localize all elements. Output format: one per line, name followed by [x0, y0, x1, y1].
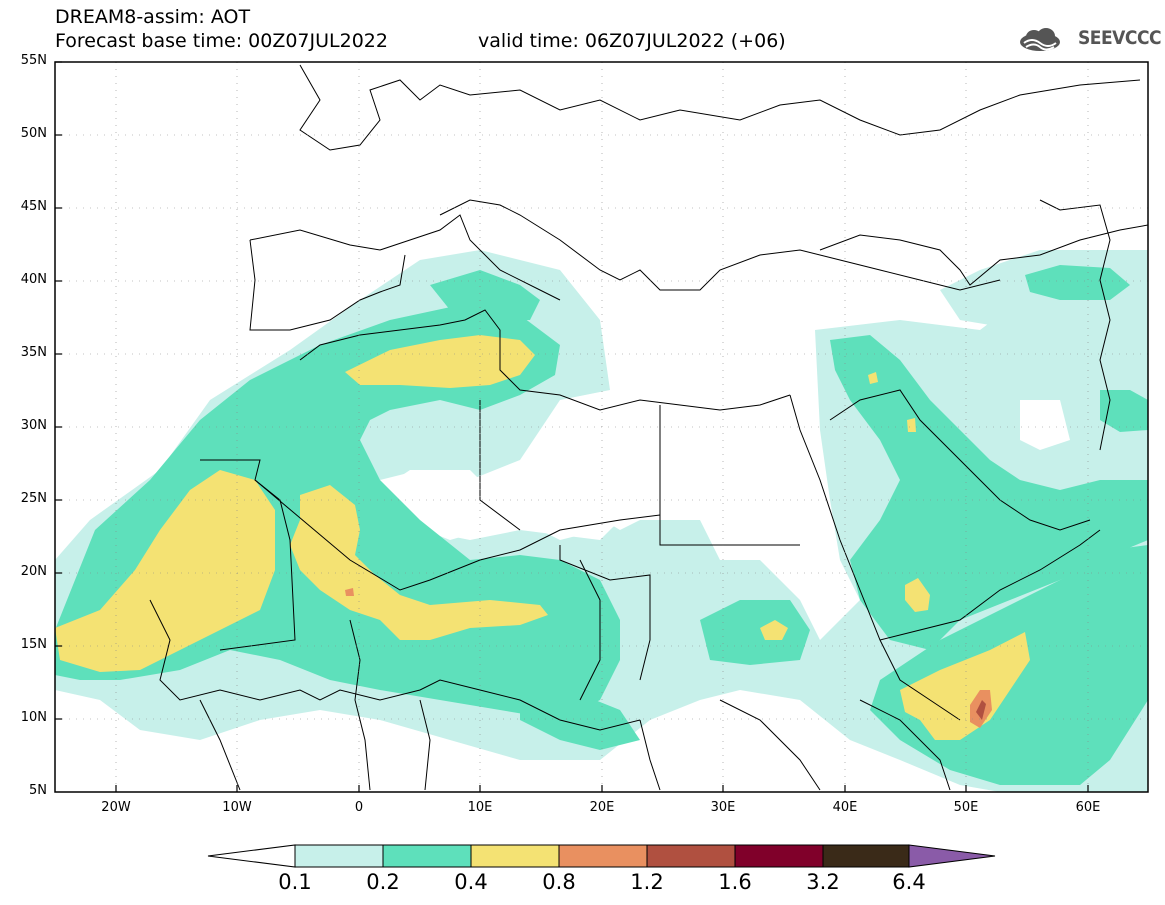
lat-label-35n: 35N [20, 345, 47, 360]
lon-label-10e: 10E [467, 800, 493, 815]
colorbar-label-0-8: 0.8 [542, 870, 576, 894]
lon-label-10w: 10W [222, 800, 252, 815]
title-line-3: valid time: 06Z07JUL2022 (+06) [478, 30, 786, 52]
title-line-1: DREAM8-assim: AOT [55, 6, 251, 28]
colorbar-label-0-4: 0.4 [454, 870, 488, 894]
colorbar-cell-3 [470, 844, 560, 868]
lat-label-40n: 40N [20, 272, 47, 287]
lon-label-30e: 30E [710, 800, 736, 815]
colorbar-label-0-1: 0.1 [278, 870, 312, 894]
lat-label-15n: 15N [20, 637, 47, 652]
colorbar-label-3-2: 3.2 [806, 870, 840, 894]
colorbar [207, 844, 996, 868]
lon-label-50e: 50E [953, 800, 979, 815]
colorbar-cell-6 [734, 844, 824, 868]
lat-label-5n: 5N [29, 783, 47, 798]
lon-label-20w: 20W [101, 800, 131, 815]
lon-label-0: 0 [354, 800, 364, 815]
colorbar-cell-7 [822, 844, 910, 868]
colorbar-cell-1 [294, 844, 384, 868]
colorbar-label-1-2: 1.2 [630, 870, 664, 894]
lat-label-25n: 25N [20, 491, 47, 506]
colorbar-cell-under [207, 844, 296, 868]
lat-label-50n: 50N [20, 126, 47, 141]
colorbar-label-0-2: 0.2 [366, 870, 400, 894]
colorbar-cell-2 [382, 844, 472, 868]
lat-label-20n: 20N [20, 564, 47, 579]
colorbar-label-1-6: 1.6 [718, 870, 752, 894]
aot-shading [55, 62, 1148, 792]
title-line-2: Forecast base time: 00Z07JUL2022 [55, 30, 388, 52]
lat-label-55n: 55N [20, 53, 47, 68]
axis-ticks [55, 61, 1089, 792]
lat-label-30n: 30N [20, 418, 47, 433]
lat-label-45n: 45N [20, 199, 47, 214]
colorbar-cell-4 [558, 844, 648, 868]
lon-label-60e: 60E [1075, 800, 1101, 815]
logo-text: SEEVCCC [1078, 27, 1162, 49]
lat-label-10n: 10N [20, 710, 47, 725]
seevccc-logo [1020, 28, 1060, 51]
colorbar-label-6-4: 6.4 [892, 870, 926, 894]
colorbar-cell-5 [646, 844, 736, 868]
colorbar-cell-over [908, 844, 996, 868]
lon-label-40e: 40E [832, 800, 858, 815]
lon-label-20e: 20E [589, 800, 615, 815]
